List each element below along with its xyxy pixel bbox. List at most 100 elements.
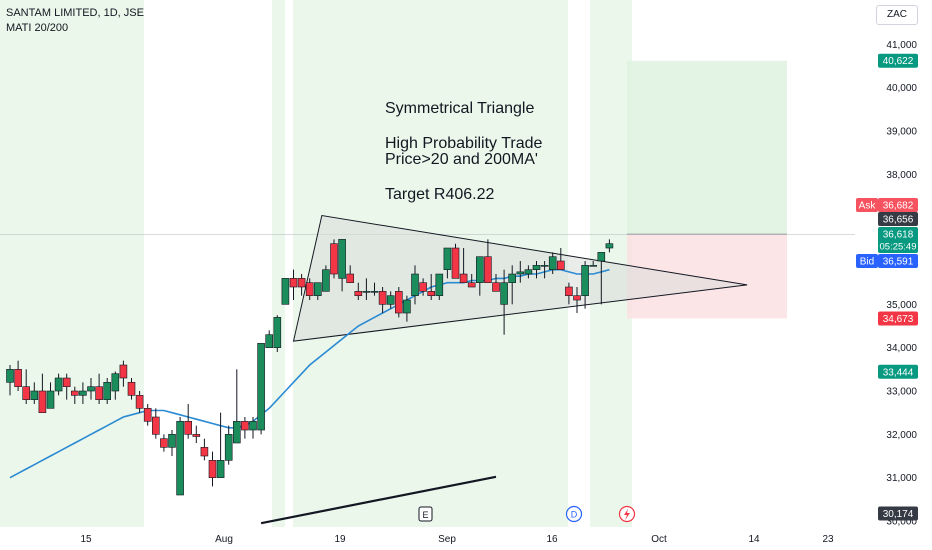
y-tick-label: 35,000 xyxy=(886,300,917,311)
candle-body xyxy=(427,291,436,296)
candle xyxy=(119,360,128,387)
candle-body xyxy=(370,291,379,293)
earnings-marker-box xyxy=(418,506,433,522)
candle-body xyxy=(135,395,144,409)
dividend-marker: D xyxy=(565,505,583,523)
candle-body xyxy=(467,282,476,288)
candle xyxy=(524,265,533,279)
candle-body xyxy=(46,390,55,409)
candle xyxy=(386,291,395,309)
bottom-price-tag-bg xyxy=(878,506,918,521)
candle-body xyxy=(289,278,298,288)
candle-body xyxy=(386,295,395,305)
candle xyxy=(208,451,217,487)
candle xyxy=(176,417,184,496)
candle xyxy=(492,274,500,292)
candle-body xyxy=(589,265,598,267)
candle-body xyxy=(79,390,87,396)
candle xyxy=(565,282,573,305)
current-price: 36,618 xyxy=(883,230,914,241)
candle xyxy=(589,261,598,267)
y-tick-label: 38,000 xyxy=(886,170,917,181)
candle xyxy=(435,273,444,301)
candle xyxy=(95,373,103,405)
candle-body xyxy=(257,343,265,431)
candle xyxy=(508,265,517,305)
candle-body xyxy=(233,421,241,444)
ask-label: Ask xyxy=(859,201,877,212)
earnings-marker-label: E xyxy=(422,510,428,520)
candle-body xyxy=(208,460,217,478)
candle-body xyxy=(403,299,411,314)
candle-body xyxy=(119,364,128,379)
x-tick-label: Sep xyxy=(438,534,456,545)
candle-body xyxy=(573,295,581,301)
candle xyxy=(362,278,371,301)
ask-price-bg xyxy=(878,198,918,212)
bottom-price-tag: 30,174 xyxy=(883,509,914,520)
candle-body xyxy=(378,291,387,305)
candle-body xyxy=(532,265,541,270)
candle xyxy=(500,269,508,335)
candle xyxy=(573,287,581,314)
x-tick-label: 15 xyxy=(80,534,92,545)
candle xyxy=(265,330,274,348)
candle-body xyxy=(508,273,517,283)
candle xyxy=(459,248,468,283)
candle-body xyxy=(14,369,22,387)
candle-body xyxy=(605,243,614,249)
candle-body xyxy=(330,243,338,275)
candle xyxy=(257,343,265,435)
indicator-legend[interactable]: MATI 20/200 xyxy=(6,22,69,34)
candle xyxy=(46,382,55,409)
candle xyxy=(484,239,492,283)
candle-body xyxy=(224,434,233,461)
candle-body xyxy=(354,291,363,296)
target-price-tag: 40,622 xyxy=(883,56,914,67)
candle xyxy=(330,239,338,279)
split-marker-icon xyxy=(618,505,636,523)
bid-label: Bid xyxy=(860,257,874,268)
candle-body xyxy=(451,247,460,279)
candle xyxy=(62,373,71,400)
stop-price-tag-bg xyxy=(878,311,918,326)
candle-body xyxy=(492,282,500,292)
candle xyxy=(273,315,282,353)
candle-body xyxy=(548,256,557,270)
candle-body xyxy=(95,386,103,400)
candle-body xyxy=(540,265,549,267)
candle-body xyxy=(484,256,492,283)
annotation-line-1: Symmetrical Triangle xyxy=(385,100,535,117)
candle xyxy=(475,256,484,296)
currency-button[interactable]: ZAC xyxy=(876,5,918,25)
candle-body xyxy=(597,252,606,262)
candle-body xyxy=(556,260,565,270)
candle xyxy=(370,282,379,296)
y-tick-label: 40,000 xyxy=(886,83,917,94)
session-band xyxy=(0,0,144,527)
candle-body xyxy=(362,291,371,293)
candle xyxy=(354,282,363,301)
y-tick-label: 32,000 xyxy=(886,430,917,441)
candle-body xyxy=(500,282,508,305)
candle xyxy=(346,265,355,283)
candle-body xyxy=(565,286,573,296)
candle xyxy=(216,412,225,478)
candle-body xyxy=(346,273,355,283)
candle xyxy=(54,373,63,396)
candle-body xyxy=(127,382,136,396)
candle-body xyxy=(281,278,290,305)
candle-body xyxy=(394,291,403,314)
candle-body xyxy=(313,282,322,296)
symbol-title[interactable]: SANTAM LIMITED, 1D, JSE xyxy=(6,7,144,19)
candle xyxy=(548,252,557,275)
annotation-line-2: High Probability Trade xyxy=(385,135,543,152)
bid-price: 36,591 xyxy=(883,257,914,268)
x-tick-label: 14 xyxy=(748,534,760,545)
candle xyxy=(556,248,565,270)
x-tick-label: Aug xyxy=(215,534,233,545)
candle-body xyxy=(87,386,95,392)
candle-body xyxy=(265,334,274,348)
candle-body xyxy=(143,408,152,422)
